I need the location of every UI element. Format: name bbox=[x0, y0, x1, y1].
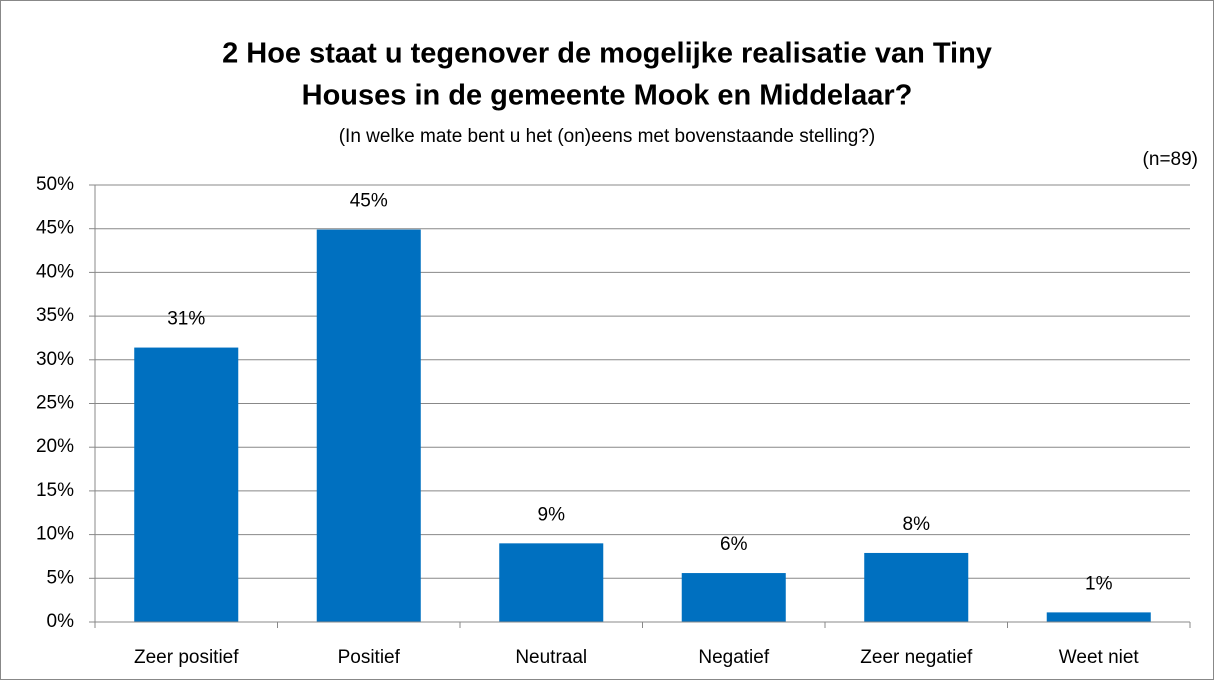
bar bbox=[681, 573, 786, 622]
value-label: 9% bbox=[538, 504, 566, 525]
x-tick-label: Negatief bbox=[698, 647, 769, 668]
y-tick-label: 10% bbox=[36, 524, 74, 545]
value-label: 8% bbox=[903, 514, 931, 535]
chart-title: Houses in de gemeente Mook en Middelaar? bbox=[302, 80, 913, 112]
bar bbox=[864, 552, 969, 622]
y-tick-label: 35% bbox=[36, 305, 74, 326]
y-tick-label: 15% bbox=[36, 480, 74, 501]
value-label: 1% bbox=[1085, 573, 1113, 594]
y-tick-label: 5% bbox=[47, 567, 75, 588]
x-tick-label: Neutraal bbox=[515, 647, 587, 668]
x-tick-label: Weet niet bbox=[1059, 647, 1140, 668]
bar bbox=[1046, 612, 1151, 622]
y-tick-label: 30% bbox=[36, 349, 74, 370]
chart-title: 2 Hoe staat u tegenover de mogelijke rea… bbox=[222, 38, 992, 70]
y-tick-label: 40% bbox=[36, 261, 74, 282]
y-tick-label: 25% bbox=[36, 393, 74, 414]
y-tick-label: 20% bbox=[36, 436, 74, 457]
x-tick-label: Zeer positief bbox=[134, 647, 239, 668]
bar bbox=[316, 229, 421, 622]
bar bbox=[134, 347, 239, 622]
bar bbox=[499, 543, 604, 622]
x-tick-label: Zeer negatief bbox=[860, 647, 973, 668]
annotation: (n=89) bbox=[1143, 149, 1198, 170]
x-tick-label: Positief bbox=[338, 647, 401, 668]
y-tick-label: 0% bbox=[47, 611, 75, 632]
y-tick-label: 45% bbox=[36, 218, 74, 239]
value-label: 31% bbox=[167, 309, 205, 330]
y-tick-label: 50% bbox=[36, 174, 74, 195]
value-label: 6% bbox=[720, 534, 748, 555]
chart-subtitle: (In welke mate bent u het (on)eens met b… bbox=[339, 126, 876, 147]
value-label: 45% bbox=[350, 191, 388, 212]
